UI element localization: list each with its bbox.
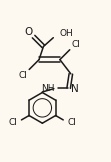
Text: Cl: Cl <box>67 118 76 127</box>
Text: OH: OH <box>59 29 73 38</box>
Text: Cl: Cl <box>8 118 17 127</box>
Text: NH: NH <box>41 84 55 93</box>
Text: N: N <box>71 84 79 94</box>
Text: Cl: Cl <box>18 71 27 80</box>
Text: O: O <box>25 27 33 37</box>
Text: Cl: Cl <box>72 40 81 49</box>
